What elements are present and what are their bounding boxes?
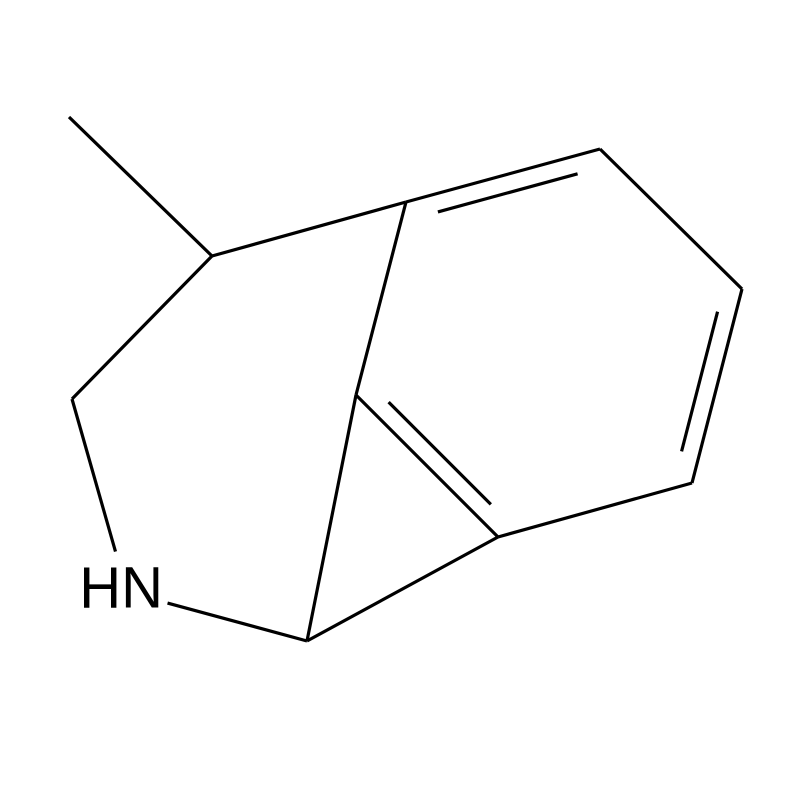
molecule-structure-diagram: HN [0, 0, 800, 800]
bond-line [168, 603, 307, 641]
bond-line [389, 402, 491, 504]
atom-label-n2: HN [79, 555, 163, 620]
bond-line [498, 483, 692, 537]
bond-line [72, 399, 115, 552]
bond-line [307, 395, 356, 641]
bond-line [356, 202, 406, 395]
bond-line [212, 202, 406, 256]
bond-line [356, 395, 498, 537]
bond-line [307, 537, 498, 641]
bond-line [438, 174, 578, 212]
bond-line [600, 149, 742, 289]
bond-line [69, 117, 212, 256]
bond-line [682, 312, 718, 452]
bond-line [72, 256, 212, 399]
